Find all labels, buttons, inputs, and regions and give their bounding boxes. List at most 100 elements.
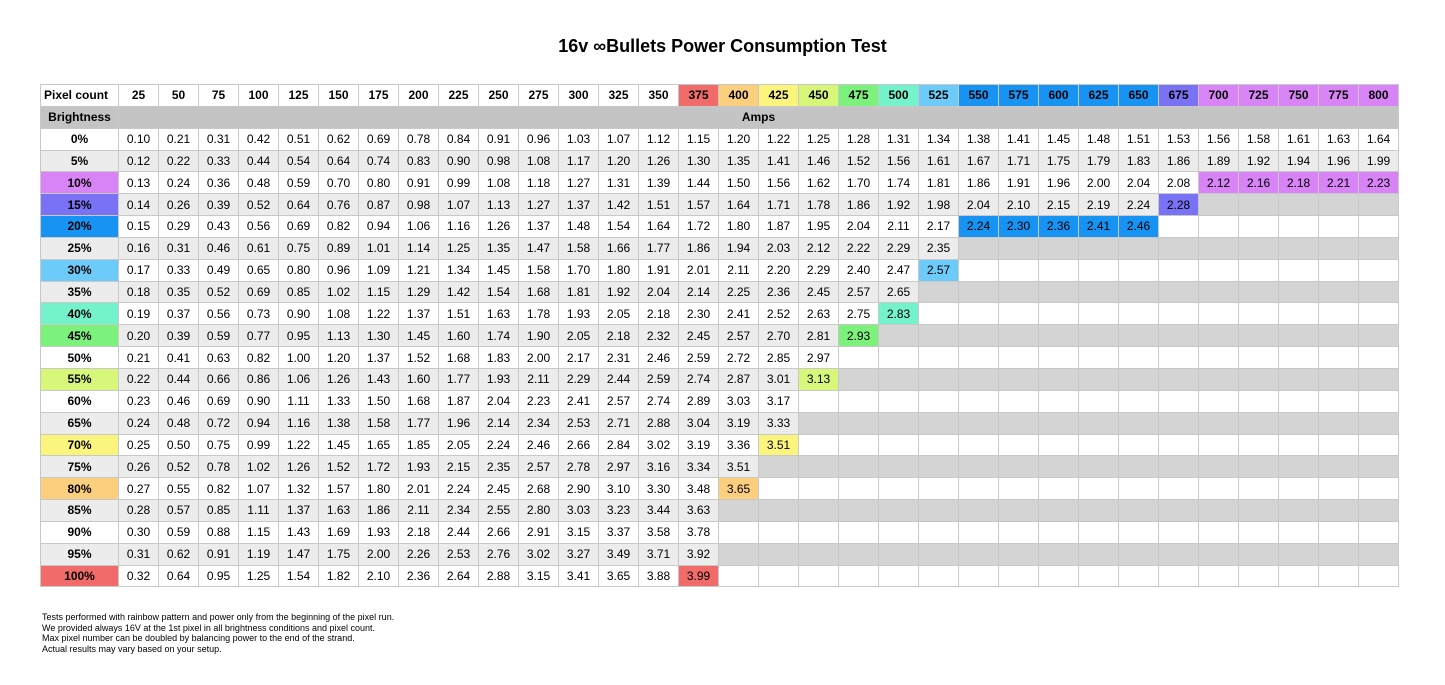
amps-cell: 2.26 xyxy=(398,542,439,566)
amps-cell: 1.11 xyxy=(278,389,319,413)
empty-cell xyxy=(1158,367,1199,391)
amps-cell: 2.90 xyxy=(558,477,599,501)
amps-cell: 1.90 xyxy=(518,324,559,348)
amps-cell: 2.16 xyxy=(1238,171,1279,195)
amps-cell: 2.88 xyxy=(638,411,679,435)
amps-cell: 1.86 xyxy=(678,236,719,260)
amps-cell: 2.45 xyxy=(678,324,719,348)
amps-cell: 0.24 xyxy=(118,411,159,435)
amps-cell: 1.67 xyxy=(958,149,999,173)
empty-cell xyxy=(1278,302,1319,326)
amps-cell: 1.93 xyxy=(358,520,399,544)
amps-cell: 1.45 xyxy=(318,433,359,457)
empty-cell xyxy=(918,367,959,391)
empty-cell xyxy=(1318,236,1359,260)
pixel-count-header: 50 xyxy=(158,84,199,107)
table-row: 65% 0.24 0.48 0.72 0.94 1.16 1.38 1.58 1.77 1.96 2… xyxy=(40,411,1399,435)
page-title: 16v ∞Bullets Power Consumption Test xyxy=(558,36,887,56)
empty-cell xyxy=(1038,411,1079,435)
amps-cell: 2.80 xyxy=(518,499,559,522)
amps-cell: 1.33 xyxy=(318,389,359,413)
empty-cell xyxy=(878,389,919,413)
empty-cell xyxy=(1318,477,1359,501)
amps-cell: 3.65 xyxy=(718,477,759,501)
amps-cell: 1.47 xyxy=(278,542,319,566)
brightness-row-label: 55% xyxy=(40,367,119,391)
empty-cell xyxy=(1078,324,1119,348)
amps-cell: 0.98 xyxy=(398,193,439,217)
empty-cell xyxy=(918,411,959,435)
empty-cell xyxy=(1118,455,1159,479)
amps-cell: 1.08 xyxy=(318,302,359,326)
amps-cell: 2.88 xyxy=(478,564,519,588)
amps-cell: 0.87 xyxy=(358,193,399,217)
amps-cell: 1.16 xyxy=(438,215,479,238)
amps-cell: 2.36 xyxy=(1038,215,1079,238)
empty-cell xyxy=(1158,324,1199,348)
amps-cell: 1.02 xyxy=(318,280,359,304)
amps-cell: 1.15 xyxy=(358,280,399,304)
amps-cell: 3.02 xyxy=(638,433,679,457)
amps-cell: 1.41 xyxy=(998,127,1039,151)
empty-cell xyxy=(1118,258,1159,282)
amps-cell: 2.65 xyxy=(878,280,919,304)
brightness-row-label: 35% xyxy=(40,280,119,304)
amps-cell: 1.30 xyxy=(358,324,399,348)
amps-cell: 1.69 xyxy=(318,520,359,544)
empty-cell xyxy=(838,455,879,479)
empty-cell xyxy=(1038,455,1079,479)
empty-cell xyxy=(1038,367,1079,391)
amps-cell: 1.65 xyxy=(358,433,399,457)
pixel-count-label: Pixel count xyxy=(40,84,119,107)
amps-cell: 1.20 xyxy=(598,149,639,173)
amps-cell: 2.11 xyxy=(518,367,559,391)
amps-cell: 0.59 xyxy=(158,520,199,544)
amps-cell: 1.58 xyxy=(1238,127,1279,151)
amps-cell: 2.57 xyxy=(598,389,639,413)
amps-cell: 1.37 xyxy=(558,193,599,217)
amps-cell: 0.61 xyxy=(238,236,279,260)
amps-cell: 2.11 xyxy=(878,215,919,238)
amps-cell: 1.00 xyxy=(278,346,319,369)
empty-cell xyxy=(1038,346,1079,369)
empty-cell xyxy=(1078,411,1119,435)
empty-cell xyxy=(1038,564,1079,588)
empty-cell xyxy=(878,455,919,479)
empty-cell xyxy=(1318,346,1359,369)
empty-cell xyxy=(1158,236,1199,260)
table-row: 5% 0.12 0.22 0.33 0.44 0.54 0.64 0.74 0.83 0.90 0.… xyxy=(40,149,1399,173)
amps-cell: 3.36 xyxy=(718,433,759,457)
empty-cell xyxy=(1358,520,1399,544)
amps-cell: 1.74 xyxy=(878,171,919,195)
amps-cell: 0.50 xyxy=(158,433,199,457)
amps-cell: 1.25 xyxy=(438,236,479,260)
amps-cell: 2.23 xyxy=(518,389,559,413)
empty-cell xyxy=(1238,499,1279,522)
empty-cell xyxy=(958,564,999,588)
amps-cell: 1.78 xyxy=(798,193,839,217)
amps-cell: 1.56 xyxy=(878,149,919,173)
amps-cell: 1.92 xyxy=(1238,149,1279,173)
amps-cell: 3.41 xyxy=(558,564,599,588)
amps-cell: 1.83 xyxy=(478,346,519,369)
amps-cell: 2.23 xyxy=(1358,171,1399,195)
empty-cell xyxy=(1198,542,1239,566)
pixel-count-header: 275 xyxy=(518,84,559,107)
amps-cell: 0.91 xyxy=(198,542,239,566)
amps-cell: 1.15 xyxy=(238,520,279,544)
amps-cell: 1.81 xyxy=(558,280,599,304)
amps-cell: 1.58 xyxy=(558,236,599,260)
empty-cell xyxy=(1078,236,1119,260)
amps-cell: 1.70 xyxy=(838,171,879,195)
amps-cell: 0.78 xyxy=(398,127,439,151)
empty-cell xyxy=(1278,520,1319,544)
amps-cell: 2.46 xyxy=(1118,215,1159,238)
amps-cell: 2.18 xyxy=(1278,171,1319,195)
amps-cell: 3.27 xyxy=(558,542,599,566)
brightness-row-label: 30% xyxy=(40,258,119,282)
amps-cell: 2.22 xyxy=(838,236,879,260)
empty-cell xyxy=(1078,433,1119,457)
amps-cell: 0.91 xyxy=(478,127,519,151)
amps-cell: 0.18 xyxy=(118,280,159,304)
empty-cell xyxy=(1278,258,1319,282)
